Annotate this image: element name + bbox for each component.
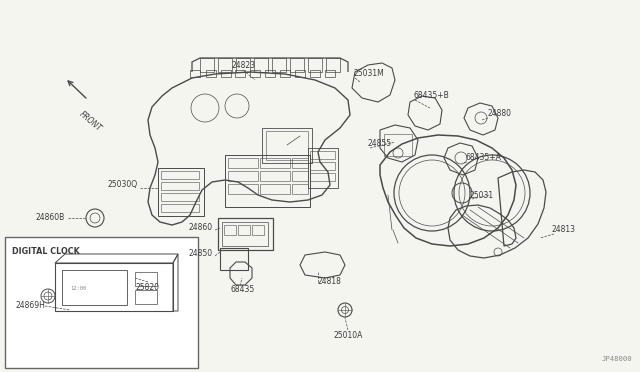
Text: 24813: 24813	[552, 225, 576, 234]
Bar	[218, 58, 232, 72]
Bar	[235, 70, 245, 77]
Bar	[224, 225, 236, 235]
Bar	[262, 128, 312, 163]
Bar	[310, 151, 335, 159]
Bar	[260, 171, 290, 181]
Bar	[265, 70, 275, 77]
Bar	[272, 58, 286, 72]
Bar	[326, 58, 340, 72]
Bar	[218, 218, 273, 250]
Bar	[161, 193, 199, 201]
Bar	[206, 70, 216, 77]
Bar	[158, 168, 204, 216]
Text: 68435: 68435	[231, 285, 255, 295]
Bar	[135, 290, 157, 304]
Text: DIGITAL CLOCK: DIGITAL CLOCK	[12, 247, 80, 256]
Bar	[310, 162, 335, 170]
Text: 24880: 24880	[488, 109, 512, 118]
Bar	[325, 70, 335, 77]
Text: 24869H: 24869H	[15, 301, 45, 310]
Bar	[222, 222, 268, 246]
Text: 25031: 25031	[470, 190, 494, 199]
Bar	[260, 158, 290, 168]
Bar	[228, 158, 258, 168]
Bar	[228, 171, 258, 181]
Bar	[228, 184, 258, 194]
Bar	[200, 58, 214, 72]
Text: 25010A: 25010A	[333, 331, 363, 340]
Text: JP48000: JP48000	[602, 356, 632, 362]
Text: 24850: 24850	[189, 250, 213, 259]
Bar	[308, 58, 322, 72]
Text: 24823: 24823	[231, 61, 255, 71]
Bar	[310, 173, 335, 181]
Bar	[280, 70, 290, 77]
Bar	[252, 225, 264, 235]
Bar	[260, 184, 290, 194]
Text: FRONT: FRONT	[78, 110, 104, 134]
Text: 25030Q: 25030Q	[108, 180, 138, 189]
Text: 24855: 24855	[368, 140, 392, 148]
Text: 25820: 25820	[136, 283, 160, 292]
Bar	[135, 272, 157, 286]
Bar	[236, 58, 250, 72]
Bar	[225, 155, 310, 207]
Text: 68435+A: 68435+A	[466, 154, 502, 163]
Text: 68435+B: 68435+B	[413, 92, 449, 100]
Bar	[221, 70, 231, 77]
Bar	[290, 58, 304, 72]
Bar	[384, 134, 412, 156]
Bar	[250, 70, 260, 77]
Bar	[161, 204, 199, 212]
Text: 24860B: 24860B	[36, 214, 65, 222]
Bar	[292, 171, 308, 181]
Text: 12:00: 12:00	[70, 285, 86, 291]
Bar	[238, 225, 250, 235]
Text: 24818: 24818	[317, 278, 341, 286]
Bar	[292, 184, 308, 194]
Bar	[55, 263, 173, 311]
Bar	[295, 70, 305, 77]
Bar	[310, 70, 320, 77]
Bar	[161, 171, 199, 179]
Bar	[308, 148, 338, 188]
Bar	[254, 58, 268, 72]
Bar	[62, 270, 127, 305]
Bar	[5, 237, 198, 368]
Bar	[161, 182, 199, 190]
Text: 24860: 24860	[189, 224, 213, 232]
Bar	[266, 131, 308, 160]
Bar	[292, 158, 308, 168]
Bar	[190, 70, 200, 77]
Text: 25031M: 25031M	[353, 70, 384, 78]
